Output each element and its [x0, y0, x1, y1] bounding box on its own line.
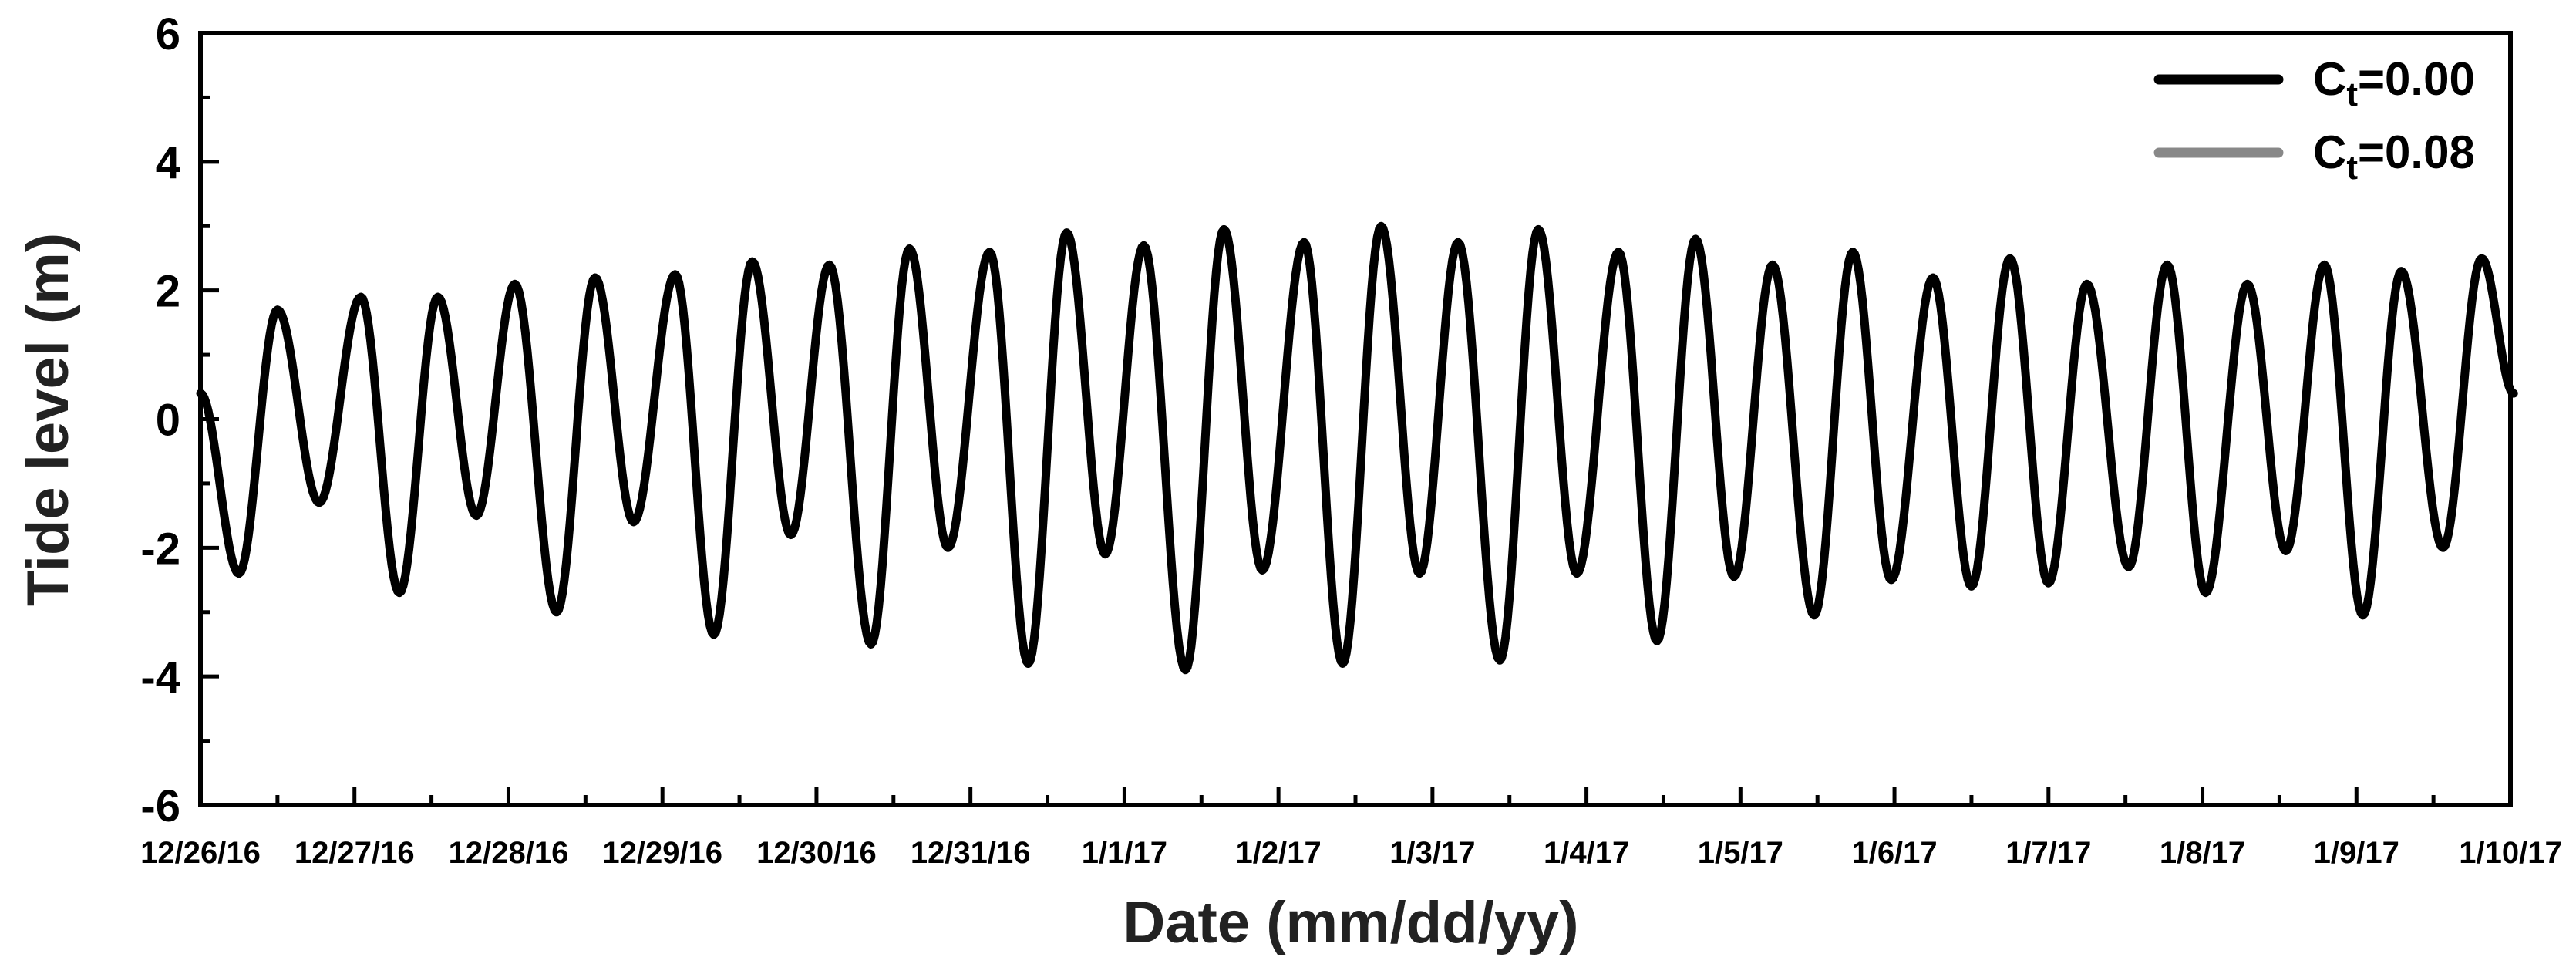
series-lines: [196, 221, 2518, 675]
y-axis-label: Tide level (m): [15, 233, 81, 606]
x-tick-label: 1/4/17: [1544, 836, 1629, 870]
x-tick-label: 12/26/16: [140, 836, 261, 870]
legend-label: Ct=0.00: [2313, 53, 2475, 113]
y-tick-label: -6: [140, 781, 180, 831]
x-tick-label: 12/31/16: [911, 836, 1031, 870]
x-tick-label: 12/30/16: [756, 836, 877, 870]
x-tick-label: 12/28/16: [449, 836, 569, 870]
series-line: [196, 221, 2518, 675]
y-tick-label: 0: [156, 396, 180, 446]
x-tick-label: 1/2/17: [1236, 836, 1322, 870]
x-axis-label: Date (mm/dd/yy): [1123, 890, 1578, 955]
x-tick-label: 1/3/17: [1389, 836, 1475, 870]
y-tick-label: -2: [140, 524, 180, 574]
y-tick-label: 6: [156, 9, 180, 59]
legend: Ct=0.00 Ct=0.08: [2153, 53, 2475, 187]
x-tick-label: 1/5/17: [1698, 836, 1783, 870]
y-tick-label: 2: [156, 267, 180, 317]
x-tick-label: 1/6/17: [1851, 836, 1937, 870]
x-tick-labels: 12/26/16 12/27/16 12/28/16 12/29/16 12/30/16…: [140, 836, 2562, 870]
y-tick-labels: -6 -4 -2 0 2 4 6: [140, 9, 180, 831]
legend-label: Ct=0.08: [2313, 126, 2475, 187]
x-tick-label: 12/27/16: [295, 836, 415, 870]
x-tick-label: 1/10/17: [2459, 836, 2561, 870]
y-tick-label: -4: [140, 652, 180, 703]
x-tick-label: 1/7/17: [2005, 836, 2091, 870]
x-tick-label: 1/1/17: [1082, 836, 1167, 870]
x-tick-label: 1/8/17: [2160, 836, 2245, 870]
x-tick-label: 1/9/17: [2314, 836, 2399, 870]
y-tick-label: 4: [156, 138, 180, 188]
x-tick-label: 12/29/16: [602, 836, 722, 870]
axes: [198, 31, 2513, 807]
